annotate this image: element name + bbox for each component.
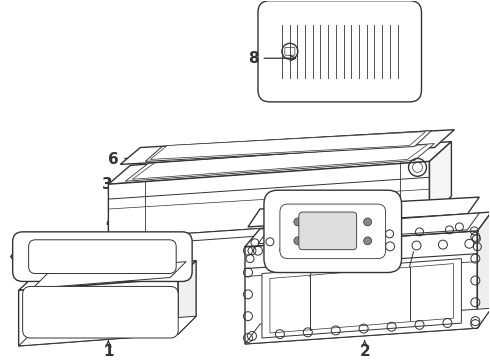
Circle shape — [294, 237, 302, 245]
Polygon shape — [108, 217, 429, 247]
Text: 2: 2 — [359, 341, 370, 359]
Circle shape — [343, 237, 352, 245]
Polygon shape — [11, 244, 188, 271]
FancyBboxPatch shape — [28, 240, 176, 274]
Text: 8: 8 — [248, 51, 295, 66]
Polygon shape — [108, 141, 451, 184]
Text: 6: 6 — [108, 152, 146, 167]
Polygon shape — [245, 231, 477, 344]
Polygon shape — [178, 261, 196, 334]
Text: 7: 7 — [250, 197, 281, 216]
Polygon shape — [477, 212, 490, 328]
Circle shape — [294, 218, 302, 226]
Polygon shape — [258, 213, 479, 244]
Polygon shape — [19, 261, 196, 291]
Circle shape — [319, 237, 327, 245]
Polygon shape — [145, 131, 432, 161]
Polygon shape — [248, 197, 479, 227]
Polygon shape — [429, 141, 451, 217]
Polygon shape — [19, 279, 178, 346]
Text: 4: 4 — [105, 215, 116, 243]
FancyBboxPatch shape — [258, 1, 421, 102]
Polygon shape — [19, 316, 196, 346]
Text: 1: 1 — [103, 341, 114, 359]
Circle shape — [343, 218, 352, 226]
Circle shape — [364, 237, 371, 245]
FancyBboxPatch shape — [23, 287, 178, 338]
Circle shape — [319, 218, 327, 226]
FancyBboxPatch shape — [280, 204, 386, 258]
Polygon shape — [108, 161, 429, 239]
FancyBboxPatch shape — [299, 212, 357, 250]
Text: 3: 3 — [102, 177, 141, 192]
FancyBboxPatch shape — [13, 232, 192, 282]
FancyBboxPatch shape — [264, 190, 401, 273]
Circle shape — [364, 218, 371, 226]
Polygon shape — [262, 258, 462, 338]
Text: 5: 5 — [384, 197, 430, 222]
Polygon shape — [245, 308, 490, 344]
Polygon shape — [150, 132, 425, 159]
Polygon shape — [33, 262, 186, 288]
Polygon shape — [121, 130, 454, 165]
Polygon shape — [245, 212, 490, 247]
Polygon shape — [125, 144, 435, 181]
